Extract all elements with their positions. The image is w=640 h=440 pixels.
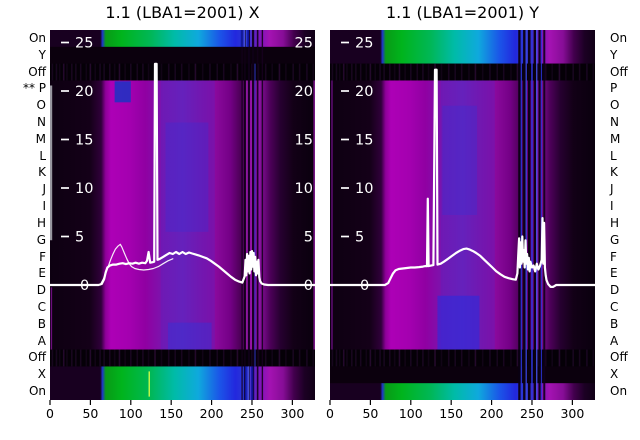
row-label-right-9: J	[610, 182, 614, 197]
row-label-left-19: Off	[28, 350, 46, 365]
row-label-left-7: L	[39, 148, 46, 163]
row-label-left-15: D	[36, 283, 46, 298]
row-label-left-2: Off	[28, 64, 46, 79]
row-label-left-10: I	[42, 199, 46, 214]
row-label-right-21: On	[610, 384, 628, 399]
svg-text:200: 200	[200, 406, 224, 421]
row-label-right-11: H	[610, 215, 620, 230]
y-tick-labels: 25 25 20 20 15 15 10 10 5 5 0 0	[61, 36, 313, 294]
svg-text:0: 0	[360, 278, 369, 294]
row-label-right-2: Off	[610, 64, 628, 79]
row-label-right-5: N	[610, 115, 619, 129]
row-label-right-14: E	[610, 266, 618, 281]
row-label-right-7: L	[610, 148, 617, 163]
svg-text:150: 150	[439, 406, 463, 421]
svg-text:250: 250	[240, 406, 264, 421]
svg-text:20: 20	[295, 84, 313, 100]
svg-text:50: 50	[362, 406, 378, 421]
row-label-left-11: H	[36, 215, 46, 230]
svg-text:20: 20	[75, 84, 93, 100]
svg-text:20: 20	[355, 84, 373, 100]
y-tick-labels: 25 20 15 10 5 0	[341, 36, 373, 294]
svg-text:10: 10	[295, 181, 313, 197]
svg-text:10: 10	[355, 181, 373, 197]
secondary-trace	[99, 243, 174, 286]
row-label-left-17: B	[37, 316, 46, 331]
row-label-right-3: P	[610, 81, 618, 96]
main-trace	[328, 68, 597, 288]
svg-text:300: 300	[560, 406, 584, 421]
svg-text:100: 100	[119, 406, 143, 421]
row-label-right-18: A	[610, 333, 619, 348]
svg-text:15: 15	[295, 133, 313, 149]
svg-text:25: 25	[75, 36, 93, 52]
row-label-left-5: N	[37, 115, 46, 129]
x-axis: 0 50 100 150 200 250 300	[326, 400, 584, 421]
svg-text:0: 0	[46, 406, 54, 421]
svg-text:200: 200	[480, 406, 504, 421]
row-label-left-6: M	[35, 131, 46, 146]
svg-text:15: 15	[75, 133, 93, 149]
svg-text:150: 150	[159, 406, 183, 421]
row-label-left-3: ** P	[22, 81, 46, 96]
row-label-left-13: F	[39, 249, 46, 264]
row-label-right-20: X	[610, 367, 619, 382]
row-label-right-10: I	[610, 199, 614, 214]
svg-text:5: 5	[75, 230, 84, 246]
svg-text:50: 50	[82, 406, 98, 421]
svg-text:0: 0	[304, 278, 313, 294]
row-label-left-20: X	[37, 367, 46, 382]
svg-text:15: 15	[355, 133, 373, 149]
row-label-right-1: Y	[610, 47, 618, 62]
row-label-left-18: A	[37, 333, 46, 348]
row-label-left-1: Y	[38, 47, 46, 62]
row-label-right-8: K	[610, 165, 618, 180]
panel-x-title: 1.1 (LBA1=2001) X	[105, 3, 260, 22]
svg-text:300: 300	[280, 406, 304, 421]
svg-text:250: 250	[520, 406, 544, 421]
row-label-left-21: On	[28, 384, 46, 399]
row-label-left-9: J	[42, 182, 46, 197]
row-label-left-14: E	[38, 266, 46, 281]
row-label-right-19: Off	[610, 350, 628, 365]
row-label-right-13: F	[610, 249, 617, 264]
svg-text:25: 25	[355, 36, 373, 52]
row-label-right-12: G	[610, 232, 620, 247]
svg-text:5: 5	[355, 230, 364, 246]
row-label-left-16: C	[37, 300, 46, 314]
svg-text:5: 5	[304, 230, 313, 246]
row-label-left-8: K	[38, 165, 46, 180]
x-axis: 0 50 100 150 200 250 300	[46, 400, 304, 421]
row-label-right-0: On	[610, 30, 628, 45]
row-label-left-0: On	[28, 30, 46, 45]
panel-y-title: 1.1 (LBA1=2001) Y	[385, 3, 539, 22]
svg-text:0: 0	[326, 406, 334, 421]
row-label-right-17: B	[610, 316, 619, 331]
svg-text:100: 100	[399, 406, 423, 421]
row-label-right-15: D	[610, 283, 620, 298]
svg-text:10: 10	[75, 181, 93, 197]
row-label-right-4: O	[610, 98, 620, 113]
main-trace	[48, 62, 317, 287]
svg-text:25: 25	[295, 36, 313, 52]
row-label-left-12: G	[36, 232, 46, 247]
row-label-left-4: O	[36, 98, 46, 113]
row-label-right-16: C	[610, 300, 619, 314]
row-label-right-6: M	[610, 131, 621, 146]
svg-text:0: 0	[80, 278, 89, 294]
